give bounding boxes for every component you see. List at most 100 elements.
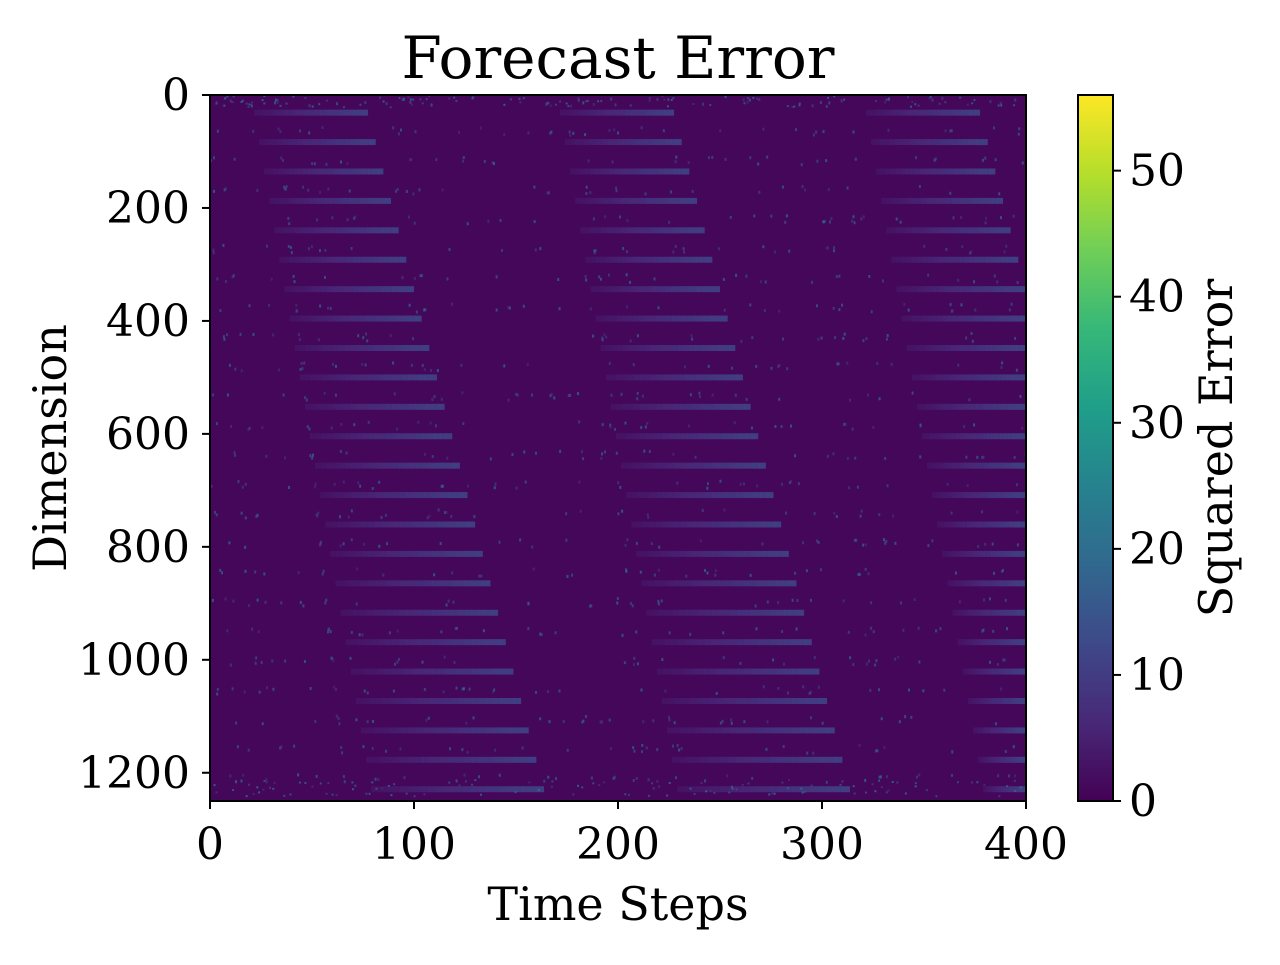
heatmap-edge-speckle [801, 791, 804, 794]
heatmap-edge-speckle [787, 779, 790, 782]
heatmap-stripe-cell [921, 344, 928, 351]
heatmap-stripe-cell [1013, 609, 1018, 616]
heatmap-stripe-cell [366, 315, 373, 322]
heatmap-stripe-cell [627, 433, 635, 440]
heatmap-edge-speckle [245, 102, 248, 105]
heatmap-stripe-cell [946, 344, 952, 351]
heatmap-stripe-cell [959, 521, 964, 528]
heatmap-stripe-cell [394, 756, 402, 763]
heatmap-stripe-cell [311, 344, 318, 351]
heatmap-stripe-cell [768, 521, 775, 528]
heatmap-edge-speckle [663, 98, 666, 101]
heatmap-speckle [311, 456, 314, 460]
heatmap-stripe-cell [419, 609, 427, 616]
heatmap-stripe-cell [278, 168, 285, 175]
heatmap-stripe-cell [611, 256, 618, 263]
heatmap-stripe-cell [450, 550, 458, 557]
heatmap-stripe-cell [704, 668, 712, 675]
heatmap-speckle [941, 96, 944, 100]
heatmap-speckle [774, 425, 777, 429]
heatmap-stripe-cell [742, 756, 751, 763]
heatmap-stripe-cell [659, 609, 667, 616]
heatmap-speckle [216, 277, 219, 281]
heatmap-speckle [334, 688, 337, 692]
heatmap-edge-speckle [603, 781, 606, 784]
heatmap-stripe-cell [364, 668, 372, 675]
heatmap-stripe-cell [999, 697, 1003, 704]
heatmap-edge-speckle [393, 783, 396, 786]
heatmap-speckle [944, 129, 947, 133]
heatmap-stripe-cell [367, 227, 373, 234]
heatmap-stripe-cell [950, 580, 955, 587]
heatmap-stripe-cell [941, 344, 947, 351]
heatmap-stripe-cell [385, 197, 392, 204]
heatmap-stripe-cell [374, 256, 380, 263]
heatmap-stripe-cell [640, 197, 647, 204]
heatmap-speckle [310, 245, 313, 249]
heatmap-stripe-cell [453, 462, 460, 469]
heatmap-speckle [315, 774, 318, 778]
heatmap-speckle [232, 274, 235, 278]
heatmap-stripe-cell [704, 639, 713, 646]
heatmap-stripe-cell [955, 109, 962, 116]
heatmap-stripe-cell [990, 580, 994, 587]
heatmap-stripe-cell [936, 197, 943, 204]
heatmap-edge-speckle [390, 794, 393, 797]
heatmap-stripe-cell [984, 227, 991, 234]
heatmap-stripe-cell [332, 286, 339, 293]
heatmap-speckle [894, 657, 897, 661]
heatmap-speckle [405, 189, 408, 193]
heatmap-speckle [256, 188, 259, 192]
heatmap-stripe-cell [998, 550, 1003, 557]
heatmap-stripe-cell [578, 109, 585, 116]
heatmap-stripe-cell [319, 197, 326, 204]
heatmap-speckle [240, 511, 243, 515]
heatmap-stripe-cell [709, 697, 718, 704]
heatmap-stripe-cell [590, 197, 596, 204]
heatmap-speckle [846, 361, 849, 365]
heatmap-speckle [446, 277, 449, 281]
heatmap-stripe-cell [987, 550, 992, 557]
heatmap-speckle [325, 598, 328, 602]
heatmap-stripe-cell [299, 197, 306, 204]
heatmap-stripe-cell [931, 344, 937, 351]
heatmap-speckle [326, 630, 329, 634]
heatmap-stripe-cell [982, 139, 988, 146]
heatmap-speckle [272, 333, 275, 337]
heatmap-stripe-cell [764, 668, 773, 675]
heatmap-stripe-cell [774, 521, 782, 528]
heatmap-edge-speckle [248, 103, 251, 106]
heatmap-edge-speckle [215, 791, 218, 794]
heatmap-speckle [875, 749, 878, 753]
heatmap-edge-speckle [885, 98, 888, 101]
heatmap-stripe-cell [785, 697, 793, 704]
heatmap-stripe-cell [472, 668, 480, 675]
heatmap-stripe-cell [697, 668, 705, 675]
heatmap-stripe-cell [973, 374, 979, 381]
heatmap-stripe-cell [304, 197, 311, 204]
heatmap-stripe-cell [660, 580, 668, 587]
heatmap-speckle [751, 776, 754, 780]
heatmap-edge-speckle [587, 99, 590, 102]
heatmap-edge-speckle [648, 97, 651, 100]
heatmap-stripe-cell [368, 550, 376, 557]
heatmap-stripe-cell [1000, 521, 1005, 528]
heatmap-stripe-cell [310, 109, 316, 116]
heatmap-speckle [345, 451, 348, 455]
heatmap-stripe-cell [600, 344, 607, 351]
heatmap-edge-speckle [756, 97, 759, 100]
heatmap-stripe-cell [1023, 697, 1026, 704]
heatmap-speckle [248, 304, 251, 308]
heatmap-speckle [876, 749, 879, 753]
heatmap-speckle [762, 127, 765, 131]
heatmap-edge-speckle [656, 780, 659, 783]
heatmap-stripe-cell [269, 197, 275, 204]
heatmap-speckle [1012, 214, 1015, 218]
heatmap-stripe-cell [954, 580, 958, 587]
heatmap-stripe-cell [960, 639, 964, 646]
heatmap-stripe-cell [454, 492, 462, 499]
heatmap-speckle [626, 219, 629, 223]
heatmap-speckle [636, 334, 639, 338]
heatmap-speckle [462, 422, 465, 426]
y-tick-label: 600 [106, 409, 190, 460]
